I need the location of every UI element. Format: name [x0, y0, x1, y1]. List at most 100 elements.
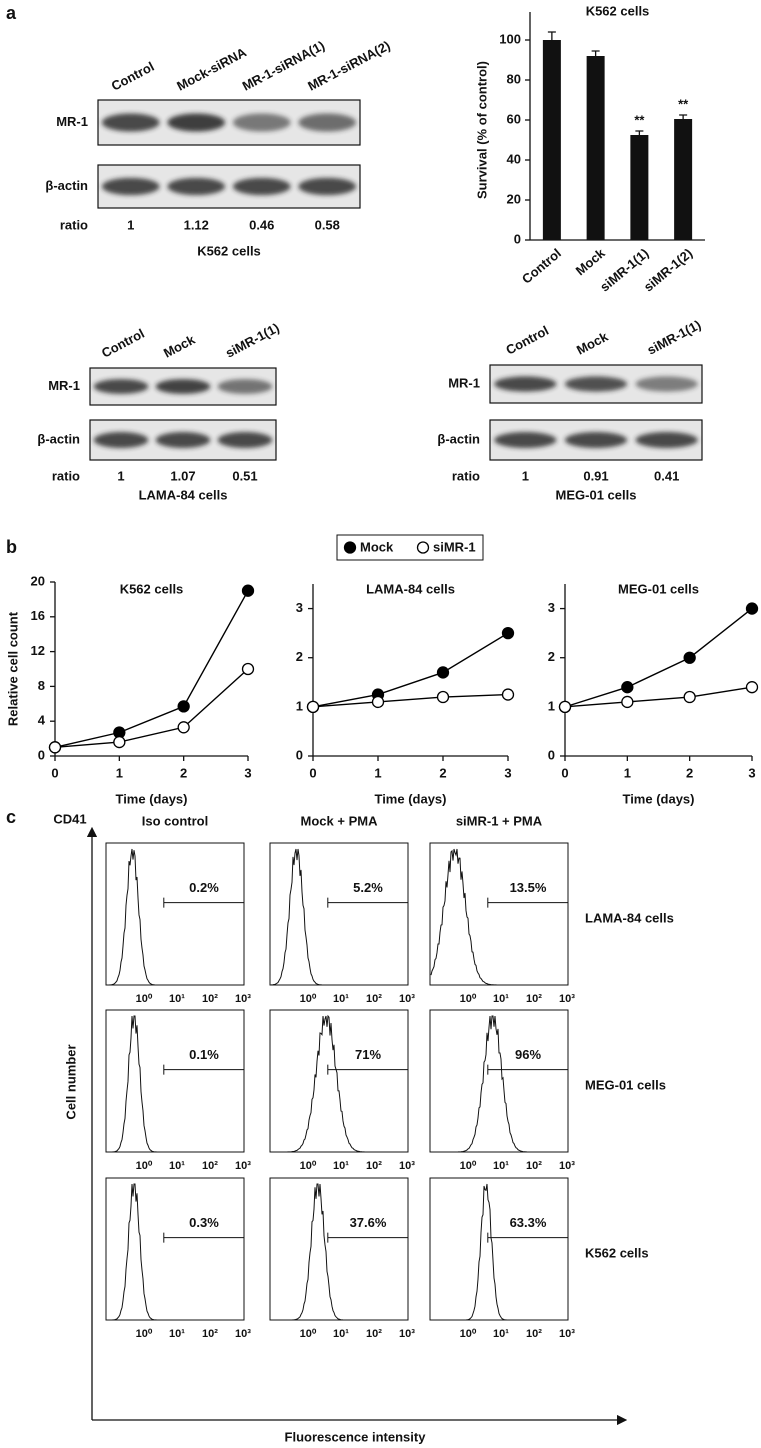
- bar: [630, 135, 649, 240]
- band: [155, 432, 211, 448]
- row-label: β-actin: [437, 431, 480, 446]
- series-line: [312, 693, 509, 708]
- band: [101, 113, 160, 132]
- y-tick-label: 0: [548, 747, 555, 762]
- point: [745, 602, 759, 615]
- x-tick-label: siMR-1(2): [641, 245, 695, 294]
- x-tick-label: 10²: [202, 1160, 218, 1172]
- lane-label: Control: [99, 326, 147, 361]
- percent-label: 71%: [355, 1047, 381, 1062]
- x-axis-label: Time (days): [622, 791, 694, 806]
- x-tick-label: 10⁰: [460, 993, 477, 1005]
- point: [501, 626, 515, 640]
- percent-label: 0.1%: [189, 1047, 219, 1062]
- point: [48, 741, 62, 754]
- histogram-box: [105, 1009, 245, 1153]
- error-bar: [635, 130, 644, 135]
- x-axis-label: Time (days): [374, 791, 446, 806]
- y-tick-label: 12: [31, 643, 45, 658]
- series-line: [54, 668, 249, 748]
- percent-label: 63.3%: [510, 1215, 547, 1230]
- x-tick-label: 0: [561, 765, 568, 780]
- x-tick-label: 10¹: [493, 1328, 509, 1340]
- bar: [542, 40, 561, 240]
- y-tick-label: 1: [296, 698, 303, 713]
- x-tick-label: 10¹: [169, 1160, 185, 1172]
- x-tick-label: 2: [439, 765, 446, 780]
- bar: [674, 119, 693, 240]
- series-line: [564, 686, 753, 708]
- lane-label: Mock-siRNA: [174, 44, 249, 93]
- x-axis-label: Time (days): [115, 791, 187, 806]
- ratio-label: ratio: [60, 217, 88, 232]
- x-tick-label: 10¹: [333, 1160, 349, 1172]
- row-label: MR-1: [448, 375, 480, 390]
- series-line: [564, 608, 753, 708]
- blot-caption: MEG-01 cells: [556, 487, 637, 502]
- band: [167, 113, 226, 132]
- y-tick-label: 16: [31, 608, 45, 623]
- band: [155, 379, 211, 394]
- chart-title: K562 cells: [120, 581, 184, 596]
- x-tick-label: 0: [51, 765, 58, 780]
- y-tick-label: 0: [38, 747, 45, 762]
- x-tick-label: 10²: [366, 1328, 382, 1340]
- y-axis-label: Relative cell count: [5, 611, 20, 726]
- histogram-box: [429, 1009, 569, 1153]
- y-tick-label: 3: [296, 600, 303, 615]
- row-label: MR-1: [56, 114, 88, 129]
- point: [558, 700, 572, 714]
- point: [241, 584, 255, 597]
- column-title: Mock + PMA: [301, 813, 379, 828]
- x-tick-label: 10⁰: [300, 1328, 317, 1340]
- x-tick-label: 10²: [526, 1160, 542, 1172]
- band: [232, 177, 291, 196]
- legend-marker: [343, 541, 357, 554]
- histogram: [431, 1015, 567, 1153]
- band: [232, 113, 291, 132]
- histogram: [107, 1183, 243, 1321]
- x-tick-label: 10⁰: [300, 1160, 317, 1172]
- point: [113, 735, 126, 749]
- chart-title: LAMA-84 cells: [366, 581, 455, 596]
- histogram-box: [105, 842, 245, 986]
- series-line: [54, 590, 249, 748]
- panel-label: c: [6, 807, 16, 827]
- x-tick-label: 10³: [235, 993, 251, 1005]
- x-tick-label: 10²: [366, 993, 382, 1005]
- row-label: LAMA-84 cells: [585, 910, 674, 925]
- x-tick-label: 10¹: [169, 1328, 185, 1340]
- histogram: [431, 1183, 567, 1321]
- y-tick-label: 3: [548, 600, 555, 615]
- y-axis-label: Cell number: [63, 1044, 78, 1119]
- row-label: β-actin: [45, 178, 88, 193]
- row-label: MEG-01 cells: [585, 1077, 666, 1092]
- panel-label: b: [6, 537, 17, 557]
- annotation: **: [678, 96, 689, 111]
- x-axis-label: Fluorescence intensity: [285, 1429, 427, 1444]
- y-axis-label: Survival (% of control): [474, 61, 489, 199]
- histogram: [107, 1015, 243, 1153]
- x-tick-label: 10³: [559, 1160, 575, 1172]
- x-tick-label: 1: [374, 765, 381, 780]
- x-tick-label: 10²: [202, 993, 218, 1005]
- ratio-value: 0.91: [583, 468, 608, 483]
- ratio-value: 1: [117, 468, 124, 483]
- point: [621, 681, 634, 694]
- point: [177, 700, 190, 713]
- y-tick-label: 100: [499, 31, 521, 46]
- x-tick-label: 10³: [399, 1160, 415, 1172]
- percent-label: 0.3%: [189, 1215, 219, 1230]
- ratio-value: 0.51: [232, 468, 257, 483]
- histogram: [106, 848, 243, 986]
- series-line: [312, 632, 509, 708]
- x-tick-label: 10³: [399, 1328, 415, 1340]
- x-tick-label: 10⁰: [460, 1328, 477, 1340]
- x-tick-label: Mock: [573, 245, 609, 278]
- ratio-value: 0.41: [654, 468, 679, 483]
- percent-label: 96%: [515, 1047, 541, 1062]
- band: [635, 432, 698, 448]
- band: [298, 177, 357, 196]
- lane-label: Mock: [161, 331, 198, 360]
